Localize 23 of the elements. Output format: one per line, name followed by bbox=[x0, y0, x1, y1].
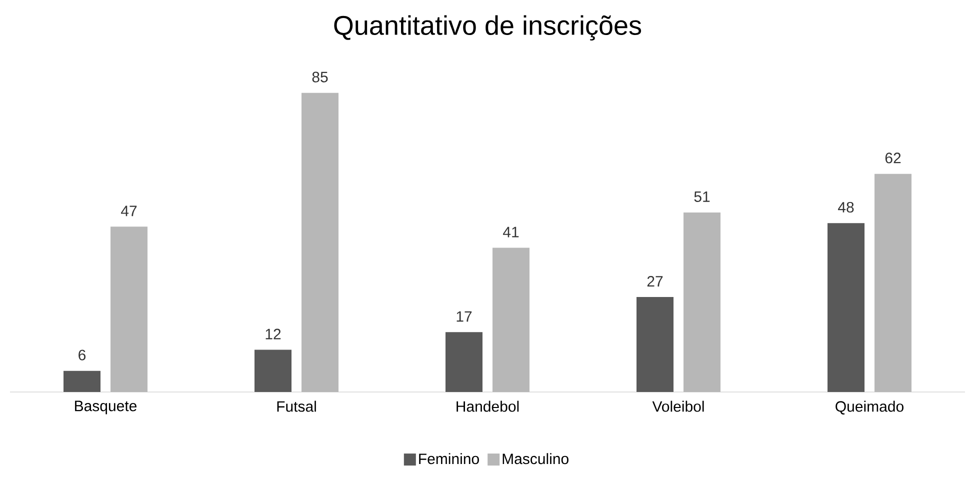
bar bbox=[64, 370, 100, 392]
data-label: 17 bbox=[456, 311, 472, 322]
chart-title: Quantitativo de inscrições bbox=[334, 15, 642, 40]
data-label: 41 bbox=[503, 226, 519, 238]
data-label: 62 bbox=[885, 152, 901, 164]
data-label: 27 bbox=[647, 276, 663, 286]
x-tick-label: Futsal bbox=[277, 400, 316, 412]
bar bbox=[828, 223, 865, 392]
x-tick-label: Handebol bbox=[456, 400, 519, 412]
data-label: 12 bbox=[266, 328, 281, 340]
bar bbox=[446, 332, 483, 392]
data-label: 48 bbox=[838, 202, 854, 213]
data-label: 6 bbox=[78, 350, 86, 360]
bar bbox=[636, 296, 674, 392]
x-tick-label: Queimado bbox=[836, 400, 904, 414]
data-label: 47 bbox=[121, 206, 137, 216]
data-label: 85 bbox=[312, 72, 328, 82]
x-tick-label: Basquete bbox=[75, 400, 137, 414]
data-label: 51 bbox=[694, 192, 710, 202]
bar bbox=[254, 350, 292, 392]
legend-label: Masculino bbox=[502, 453, 568, 464]
legend-label: Feminino bbox=[419, 453, 479, 464]
x-tick-label: Voleibol bbox=[652, 400, 704, 412]
